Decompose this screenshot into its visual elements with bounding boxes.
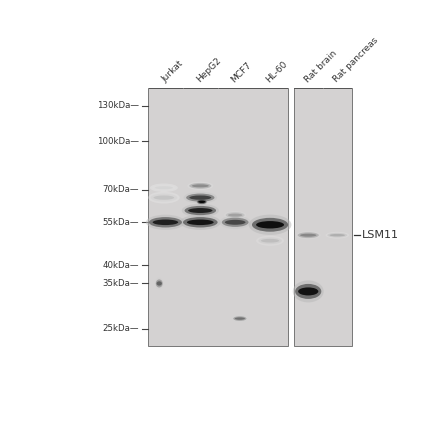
Ellipse shape	[295, 284, 321, 299]
Ellipse shape	[153, 220, 178, 225]
Bar	[294, 88, 352, 346]
Text: 25kDa—: 25kDa—	[102, 325, 139, 333]
Text: 35kDa—: 35kDa—	[102, 279, 139, 288]
Ellipse shape	[152, 185, 176, 191]
Ellipse shape	[233, 316, 246, 321]
Ellipse shape	[155, 277, 163, 289]
Text: Jurkat: Jurkat	[160, 60, 185, 85]
Ellipse shape	[228, 213, 242, 217]
Ellipse shape	[296, 231, 321, 239]
Ellipse shape	[298, 288, 319, 295]
Text: 40kDa—: 40kDa—	[102, 261, 139, 270]
Ellipse shape	[150, 183, 178, 192]
Ellipse shape	[197, 199, 207, 204]
Ellipse shape	[154, 195, 174, 200]
Ellipse shape	[225, 220, 246, 225]
Text: 100kDa—: 100kDa—	[97, 137, 139, 146]
Ellipse shape	[297, 232, 319, 238]
Ellipse shape	[187, 182, 213, 190]
Ellipse shape	[256, 221, 284, 228]
Ellipse shape	[189, 183, 211, 189]
Ellipse shape	[188, 208, 213, 213]
Ellipse shape	[183, 217, 218, 228]
Ellipse shape	[148, 192, 180, 204]
Ellipse shape	[146, 215, 185, 230]
Text: LSM11: LSM11	[362, 230, 399, 240]
Text: Rat pancreas: Rat pancreas	[332, 36, 380, 85]
Ellipse shape	[256, 235, 284, 246]
Ellipse shape	[293, 280, 324, 303]
Ellipse shape	[330, 234, 345, 236]
Ellipse shape	[150, 194, 177, 202]
Text: HepG2: HepG2	[195, 56, 223, 85]
Bar	[148, 88, 287, 346]
Ellipse shape	[183, 192, 217, 204]
Ellipse shape	[186, 194, 214, 202]
Text: 130kDa—: 130kDa—	[97, 101, 139, 110]
Ellipse shape	[235, 318, 245, 320]
Ellipse shape	[220, 216, 251, 229]
Ellipse shape	[258, 237, 282, 244]
Ellipse shape	[249, 215, 291, 235]
Ellipse shape	[155, 186, 173, 189]
Ellipse shape	[180, 215, 221, 230]
Ellipse shape	[185, 206, 216, 215]
Ellipse shape	[156, 280, 163, 288]
Ellipse shape	[196, 198, 207, 205]
Text: HL-60: HL-60	[264, 60, 290, 85]
Ellipse shape	[222, 218, 249, 227]
Ellipse shape	[187, 220, 214, 225]
Ellipse shape	[189, 195, 211, 200]
Ellipse shape	[326, 232, 349, 239]
Text: 70kDa—: 70kDa—	[102, 185, 139, 194]
Ellipse shape	[252, 218, 288, 232]
Ellipse shape	[232, 315, 248, 322]
Ellipse shape	[224, 211, 246, 219]
Ellipse shape	[149, 217, 182, 228]
Text: Rat brain: Rat brain	[303, 49, 338, 85]
Ellipse shape	[198, 201, 205, 203]
Text: MCF7: MCF7	[230, 60, 253, 85]
Ellipse shape	[300, 234, 316, 237]
Text: 55kDa—: 55kDa—	[102, 218, 139, 227]
Ellipse shape	[226, 212, 245, 218]
Ellipse shape	[327, 233, 347, 238]
Ellipse shape	[182, 204, 219, 217]
Ellipse shape	[261, 239, 279, 243]
Ellipse shape	[157, 281, 162, 286]
Ellipse shape	[192, 184, 209, 187]
